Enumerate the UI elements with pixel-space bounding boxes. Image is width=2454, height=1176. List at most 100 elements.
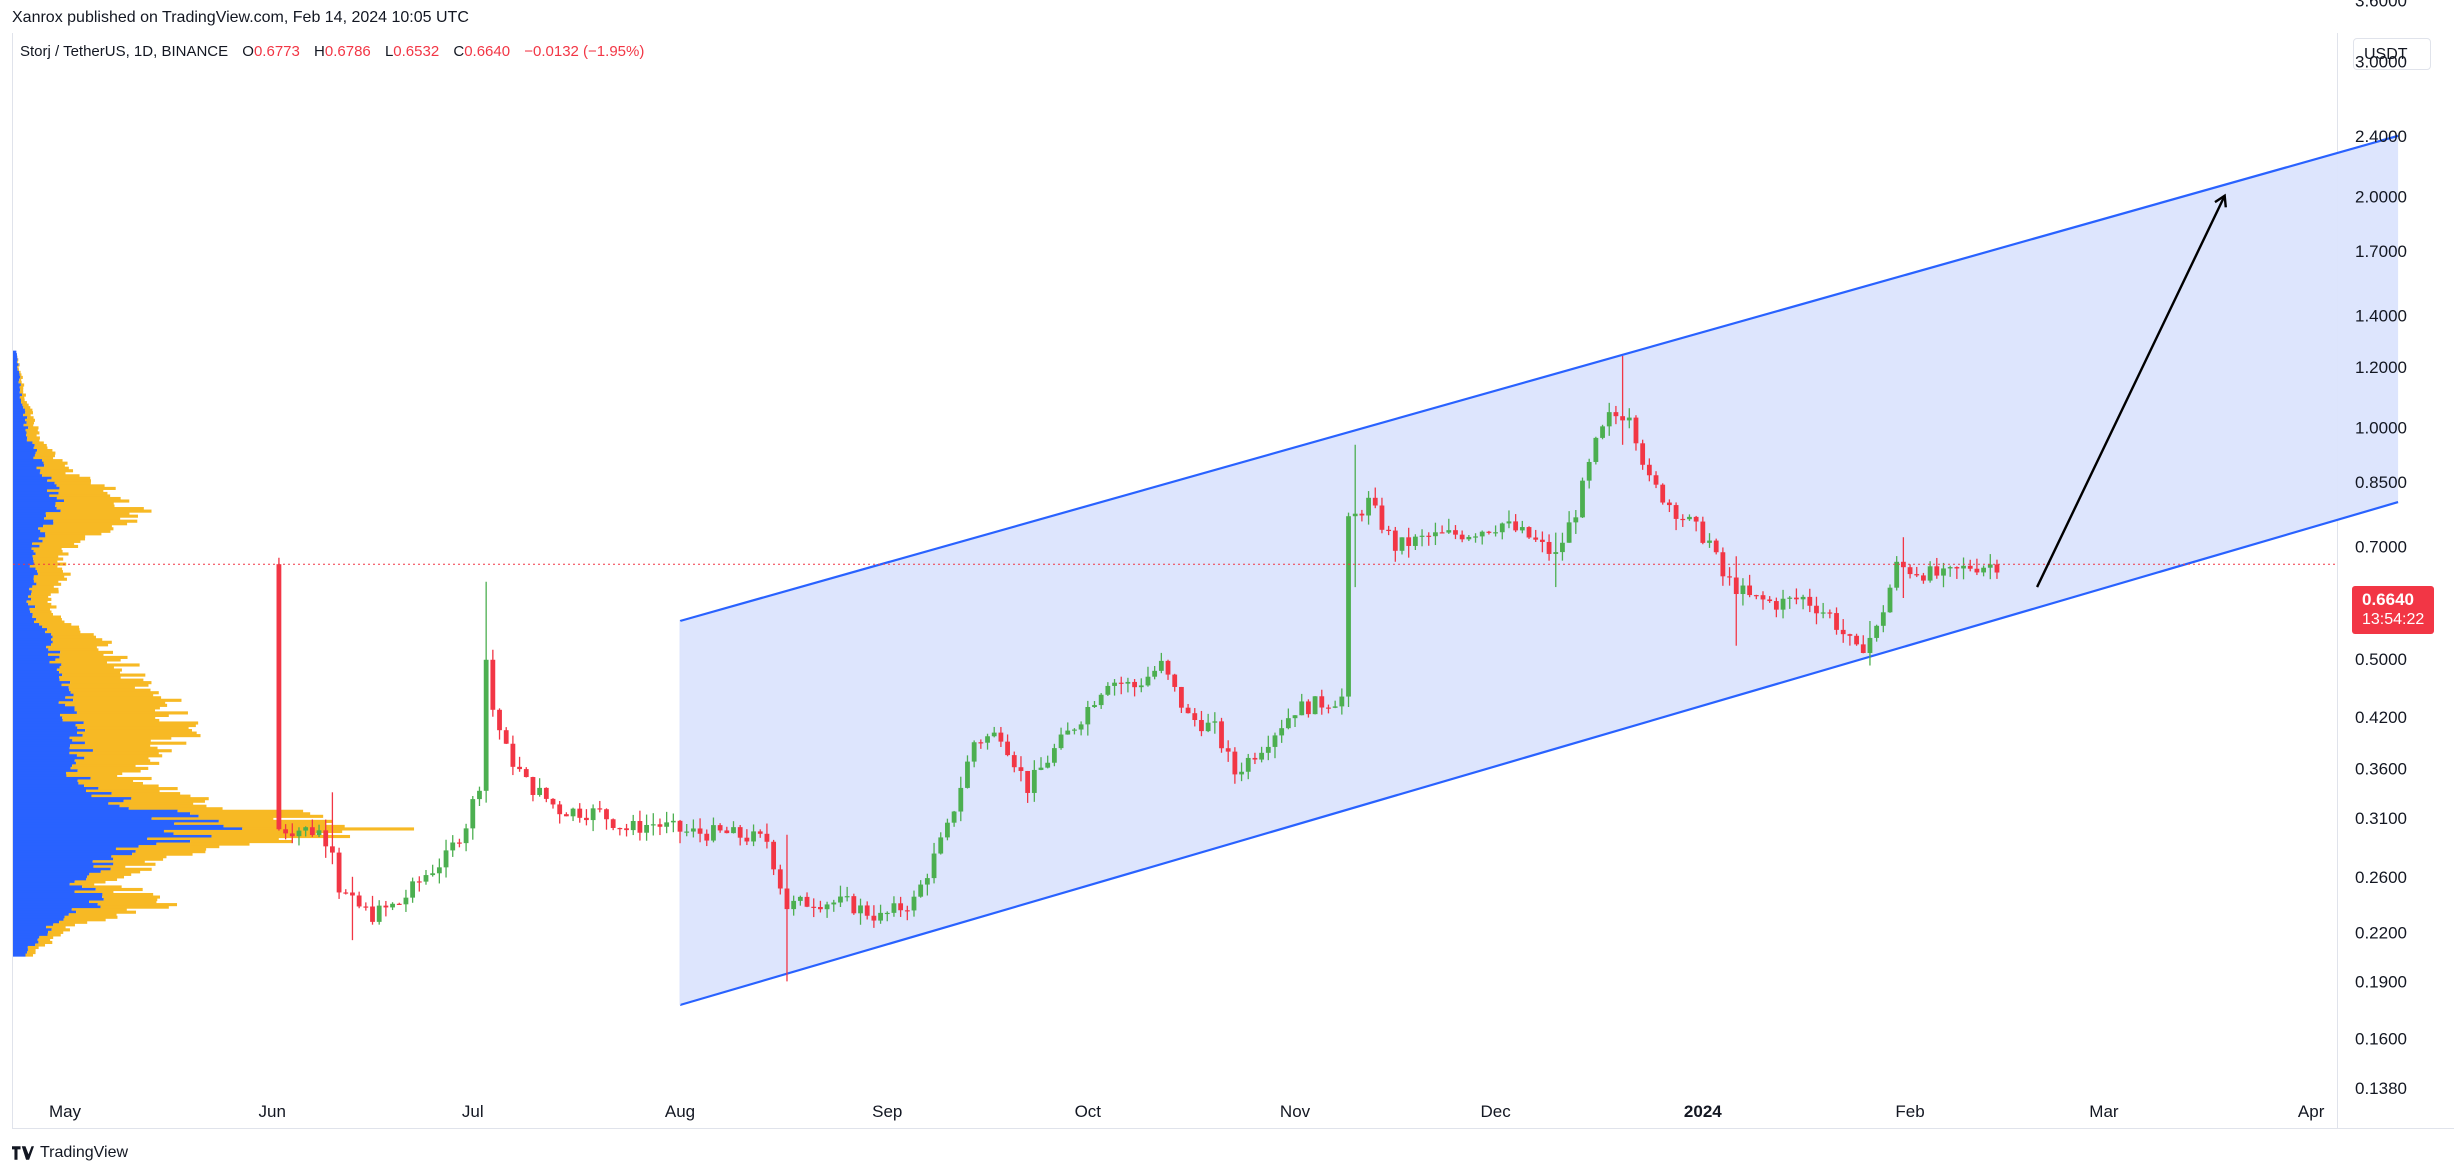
candle[interactable] bbox=[557, 800, 563, 824]
candle[interactable] bbox=[1907, 564, 1913, 579]
candle[interactable] bbox=[577, 803, 583, 823]
candle[interactable] bbox=[1446, 518, 1452, 534]
candle[interactable] bbox=[1921, 572, 1926, 584]
candle[interactable] bbox=[1747, 574, 1753, 598]
candle[interactable] bbox=[1794, 588, 1799, 605]
candle[interactable] bbox=[1773, 597, 1779, 618]
candle[interactable] bbox=[477, 786, 482, 807]
candle[interactable] bbox=[838, 885, 843, 908]
candle[interactable] bbox=[1152, 665, 1158, 680]
candle[interactable] bbox=[1874, 624, 1880, 642]
candle[interactable] bbox=[717, 823, 723, 833]
candle[interactable] bbox=[423, 869, 429, 885]
candle[interactable] bbox=[898, 896, 904, 917]
candle[interactable] bbox=[537, 778, 543, 797]
candle[interactable] bbox=[1005, 734, 1010, 757]
candle[interactable] bbox=[1299, 693, 1305, 716]
candle[interactable] bbox=[1506, 510, 1512, 529]
candle[interactable] bbox=[1914, 566, 1920, 578]
candle[interactable] bbox=[276, 557, 282, 831]
candle[interactable] bbox=[731, 821, 736, 834]
candle[interactable] bbox=[1473, 533, 1478, 543]
candle[interactable] bbox=[818, 900, 823, 913]
candle[interactable] bbox=[858, 898, 863, 925]
candle[interactable] bbox=[1319, 689, 1325, 715]
candle[interactable] bbox=[1065, 722, 1071, 735]
candle[interactable] bbox=[1292, 715, 1298, 727]
candle[interactable] bbox=[1192, 708, 1198, 727]
candle[interactable] bbox=[604, 808, 609, 830]
candle[interactable] bbox=[1252, 752, 1258, 765]
candle[interactable] bbox=[1018, 756, 1024, 782]
candle[interactable] bbox=[1753, 594, 1759, 600]
candle[interactable] bbox=[1232, 747, 1238, 784]
candle[interactable] bbox=[1051, 743, 1057, 767]
candle[interactable] bbox=[1158, 652, 1164, 674]
candle[interactable] bbox=[864, 901, 870, 920]
candle[interactable] bbox=[1981, 565, 1986, 577]
candle[interactable] bbox=[309, 819, 315, 837]
candle[interactable] bbox=[711, 817, 716, 843]
candle[interactable] bbox=[1426, 532, 1432, 546]
candle[interactable] bbox=[584, 809, 589, 826]
candle[interactable] bbox=[363, 902, 369, 911]
candle[interactable] bbox=[1419, 529, 1425, 547]
candle[interactable] bbox=[1653, 471, 1659, 489]
candle[interactable] bbox=[797, 895, 803, 906]
candle[interactable] bbox=[771, 839, 777, 876]
candle[interactable] bbox=[1887, 584, 1893, 613]
candle[interactable] bbox=[1620, 355, 1626, 445]
candle[interactable] bbox=[1178, 686, 1184, 713]
candle[interactable] bbox=[724, 826, 730, 834]
candle[interactable] bbox=[985, 733, 990, 750]
candle[interactable] bbox=[690, 819, 696, 838]
candle[interactable] bbox=[1459, 530, 1465, 543]
candle[interactable] bbox=[1025, 770, 1031, 803]
candle[interactable] bbox=[450, 835, 456, 857]
candle[interactable] bbox=[1145, 666, 1151, 687]
candle[interactable] bbox=[1626, 408, 1632, 429]
candle[interactable] bbox=[470, 796, 476, 840]
candle[interactable] bbox=[1593, 436, 1599, 465]
candle[interactable] bbox=[610, 818, 616, 831]
candle[interactable] bbox=[343, 889, 349, 895]
candle[interactable] bbox=[1693, 515, 1699, 532]
candle[interactable] bbox=[757, 829, 763, 838]
candle[interactable] bbox=[637, 810, 643, 841]
candle[interactable] bbox=[1727, 567, 1732, 586]
candle[interactable] bbox=[945, 818, 950, 841]
candle[interactable] bbox=[1640, 439, 1646, 470]
candle[interactable] bbox=[1787, 596, 1793, 609]
candle[interactable] bbox=[543, 787, 549, 803]
candle[interactable] bbox=[1285, 708, 1291, 730]
candle[interactable] bbox=[804, 892, 810, 908]
candle[interactable] bbox=[1707, 533, 1712, 548]
candle[interactable] bbox=[1814, 596, 1819, 625]
candle[interactable] bbox=[684, 824, 690, 837]
candle[interactable] bbox=[1613, 405, 1619, 425]
candle[interactable] bbox=[1118, 676, 1124, 695]
candle[interactable] bbox=[1519, 520, 1525, 534]
candle[interactable] bbox=[410, 877, 416, 903]
candle[interactable] bbox=[1560, 532, 1565, 561]
candle[interactable] bbox=[1199, 710, 1204, 737]
candle[interactable] bbox=[1412, 534, 1418, 551]
candle[interactable] bbox=[644, 814, 649, 841]
candle[interactable] bbox=[971, 740, 977, 768]
candle[interactable] bbox=[1366, 491, 1371, 525]
candle[interactable] bbox=[1346, 512, 1351, 708]
candle[interactable] bbox=[1967, 559, 1973, 572]
candle[interactable] bbox=[457, 838, 462, 848]
candle[interactable] bbox=[617, 827, 623, 836]
candle[interactable] bbox=[1078, 721, 1084, 736]
candle[interactable] bbox=[1834, 607, 1839, 635]
candle[interactable] bbox=[1827, 609, 1833, 619]
candle[interactable] bbox=[483, 581, 489, 803]
candle[interactable] bbox=[764, 823, 770, 849]
candle[interactable] bbox=[1185, 703, 1191, 714]
candle[interactable] bbox=[1573, 509, 1579, 534]
candle[interactable] bbox=[1219, 717, 1224, 753]
candle[interactable] bbox=[1880, 605, 1886, 633]
candle[interactable] bbox=[965, 755, 970, 789]
